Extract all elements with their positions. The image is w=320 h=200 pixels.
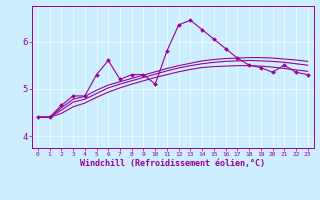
X-axis label: Windchill (Refroidissement éolien,°C): Windchill (Refroidissement éolien,°C)	[80, 159, 265, 168]
